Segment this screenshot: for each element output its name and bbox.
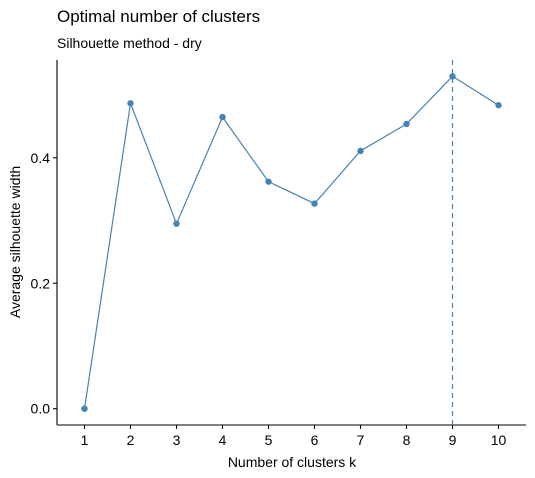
- series-line: [83, 75, 499, 409]
- data-point: [219, 113, 226, 121]
- x-tick-label: 5: [265, 432, 273, 448]
- x-axis-label: Number of clusters k: [228, 454, 357, 470]
- data-point: [495, 101, 502, 109]
- y-tick-label: 0.2: [31, 275, 51, 291]
- data-point: [173, 220, 180, 227]
- data-point: [449, 73, 456, 80]
- x-tick-label: 8: [403, 432, 411, 448]
- x-tick-label: 7: [357, 432, 365, 448]
- data-point: [403, 120, 410, 128]
- data-point: [311, 200, 318, 207]
- x-tick-label: 3: [173, 432, 181, 448]
- data-point: [265, 178, 272, 185]
- data-point: [81, 405, 88, 412]
- y-tick-label: 0.4: [31, 150, 51, 166]
- data-point: [127, 100, 134, 107]
- x-tick-label: 4: [219, 432, 227, 448]
- plot-area: 0.0 0.2 0.4 1 2 3 4 5 6 7 8 9 10: [31, 60, 526, 448]
- x-tick-label: 6: [311, 432, 319, 448]
- x-tick-label: 9: [449, 432, 457, 448]
- x-tick-label: 2: [127, 432, 135, 448]
- y-tick-label: 0.0: [31, 401, 51, 417]
- x-tick-label: 1: [81, 432, 89, 448]
- chart-title: Optimal number of clusters: [57, 7, 260, 26]
- data-point: [357, 147, 364, 155]
- x-tick-label: 10: [491, 432, 507, 448]
- y-axis-label: Average silhouette width: [7, 166, 23, 318]
- chart-subtitle: Silhouette method - dry: [57, 35, 202, 51]
